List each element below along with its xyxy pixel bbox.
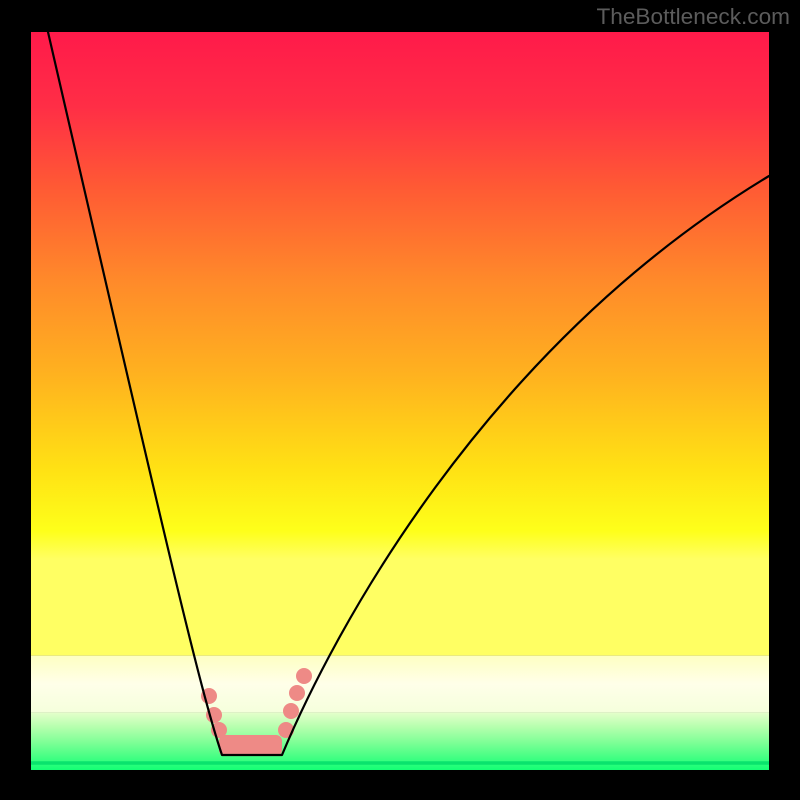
overlay-floor-rect <box>219 735 282 756</box>
stage: TheBottleneck.com <box>0 0 800 800</box>
overlay-dot <box>283 703 299 719</box>
plot-pale-band <box>31 656 769 713</box>
plot-body-gradient <box>31 32 769 656</box>
watermark-text: TheBottleneck.com <box>596 4 790 30</box>
overlay-dot <box>289 685 305 701</box>
overlay-dot <box>278 722 294 738</box>
bottleneck-chart <box>0 0 800 800</box>
overlay-dot <box>296 668 312 684</box>
